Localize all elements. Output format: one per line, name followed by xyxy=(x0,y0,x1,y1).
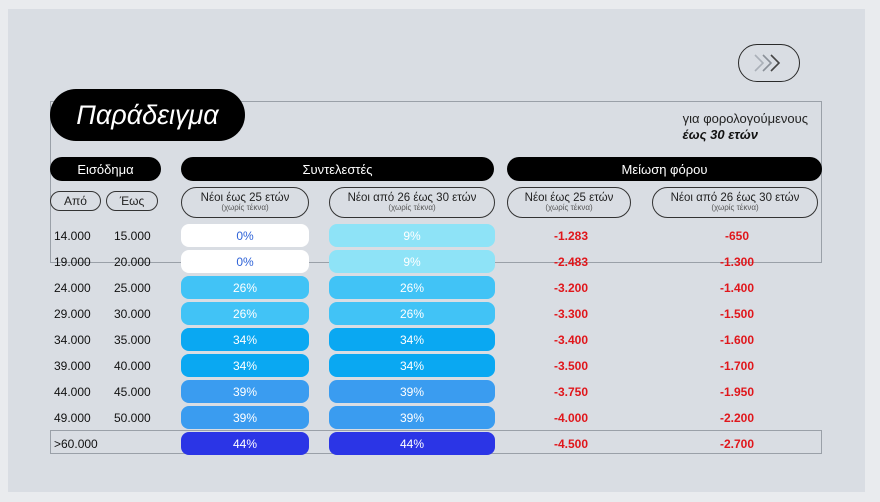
from-column-label: Από xyxy=(50,191,101,211)
reduction-young26-30-cell: -1.700 xyxy=(719,359,755,373)
rate-young25-cell: 39% xyxy=(181,406,309,429)
rate-young25-cell: 26% xyxy=(181,302,309,325)
income-to-cell: 30.000 xyxy=(114,307,151,321)
group-sublabel: (χωρίς τέκνα) xyxy=(221,203,269,213)
income-from-cell: 14.000 xyxy=(54,229,91,243)
page-title: Παράδειγμα xyxy=(50,89,245,141)
rate-young26-30-cell: 34% xyxy=(329,354,495,377)
rates-young26-30-label: Νέοι από 26 έως 30 ετών (χωρίς τέκνα) xyxy=(329,187,495,218)
note-line-2: έως 30 ετών xyxy=(682,127,758,142)
group-label: Νέοι έως 25 ετών xyxy=(524,192,614,205)
rate-young26-30-cell: 26% xyxy=(329,302,495,325)
reduction-young25-cell: -4.000 xyxy=(553,411,589,425)
reduction-young26-30-cell: -2.200 xyxy=(719,411,755,425)
reduction-young26-30-cell: -1.950 xyxy=(719,385,755,399)
reduction-young26-30-cell: -1.600 xyxy=(719,333,755,347)
group-sublabel: (χωρίς τέκνα) xyxy=(388,203,436,213)
rate-young25-cell: 0% xyxy=(181,224,309,247)
reduction-young25-cell: -3.500 xyxy=(553,359,589,373)
rates-young25-label: Νέοι έως 25 ετών (χωρίς τέκνα) xyxy=(181,187,309,218)
reduction-young26-30-cell: -2.700 xyxy=(719,437,755,451)
reduction-young25-cell: -3.200 xyxy=(553,281,589,295)
income-from-cell: 24.000 xyxy=(54,281,91,295)
income-from-cell: 29.000 xyxy=(54,307,91,321)
rate-young25-cell: 0% xyxy=(181,250,309,273)
reduction-young25-cell: -3.750 xyxy=(553,385,589,399)
reduction-young26-30-cell: -1.500 xyxy=(719,307,755,321)
reduction-young25-label: Νέοι έως 25 ετών (χωρίς τέκνα) xyxy=(507,187,631,218)
reduction-young26-30-cell: -1.300 xyxy=(719,255,755,269)
group-label: Νέοι από 26 έως 30 ετών xyxy=(347,192,477,205)
rate-young25-cell: 26% xyxy=(181,276,309,299)
to-column-label: Έως xyxy=(106,191,158,211)
reduction-young26-30-cell: -650 xyxy=(724,229,750,243)
income-from-cell: 19.000 xyxy=(54,255,91,269)
group-sublabel: (χωρίς τέκνα) xyxy=(545,203,593,213)
income-from-cell: >60.000 xyxy=(54,437,98,451)
rate-young25-cell: 34% xyxy=(181,328,309,351)
reduction-header: Μείωση φόρου xyxy=(507,157,822,181)
group-label: Νέοι έως 25 ετών xyxy=(200,192,290,205)
group-label: Νέοι από 26 έως 30 ετών xyxy=(670,192,800,205)
triple-chevron-right-icon xyxy=(754,54,781,72)
income-to-cell: 45.000 xyxy=(114,385,151,399)
income-to-cell: 25.000 xyxy=(114,281,151,295)
income-from-cell: 49.000 xyxy=(54,411,91,425)
next-button[interactable] xyxy=(738,44,800,82)
rate-young26-30-cell: 9% xyxy=(329,224,495,247)
rate-young25-cell: 39% xyxy=(181,380,309,403)
rate-young25-cell: 34% xyxy=(181,354,309,377)
group-sublabel: (χωρίς τέκνα) xyxy=(711,203,759,213)
reduction-young26-30-cell: -1.400 xyxy=(719,281,755,295)
income-to-cell: 40.000 xyxy=(114,359,151,373)
note-line-1: για φορολογούμενους xyxy=(682,111,808,126)
income-from-cell: 39.000 xyxy=(54,359,91,373)
rate-young26-30-cell: 44% xyxy=(329,432,495,455)
reduction-young25-cell: -3.300 xyxy=(553,307,589,321)
income-header: Εισόδημα xyxy=(50,157,161,181)
reduction-young25-cell: -4.500 xyxy=(553,437,589,451)
rate-young26-30-cell: 34% xyxy=(329,328,495,351)
income-to-cell: 35.000 xyxy=(114,333,151,347)
rate-young26-30-cell: 26% xyxy=(329,276,495,299)
reduction-young25-cell: -2.483 xyxy=(553,255,589,269)
income-from-cell: 34.000 xyxy=(54,333,91,347)
income-to-cell: 15.000 xyxy=(114,229,151,243)
income-to-cell: 50.000 xyxy=(114,411,151,425)
rates-header: Συντελεστές xyxy=(181,157,494,181)
reduction-young26-30-label: Νέοι από 26 έως 30 ετών (χωρίς τέκνα) xyxy=(652,187,818,218)
rate-young25-cell: 44% xyxy=(181,432,309,455)
income-from-cell: 44.000 xyxy=(54,385,91,399)
income-to-cell: 20.000 xyxy=(114,255,151,269)
reduction-young25-cell: -3.400 xyxy=(553,333,589,347)
rate-young26-30-cell: 9% xyxy=(329,250,495,273)
reduction-young25-cell: -1.283 xyxy=(553,229,589,243)
rate-young26-30-cell: 39% xyxy=(329,406,495,429)
rate-young26-30-cell: 39% xyxy=(329,380,495,403)
